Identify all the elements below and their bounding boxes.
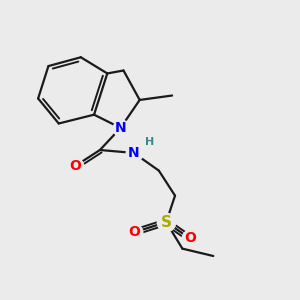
- Text: O: O: [69, 159, 81, 173]
- Text: O: O: [184, 231, 196, 245]
- Text: H: H: [146, 137, 154, 147]
- Text: N: N: [128, 146, 140, 160]
- Text: S: S: [161, 214, 172, 230]
- Text: O: O: [128, 225, 140, 239]
- Text: N: N: [115, 121, 126, 135]
